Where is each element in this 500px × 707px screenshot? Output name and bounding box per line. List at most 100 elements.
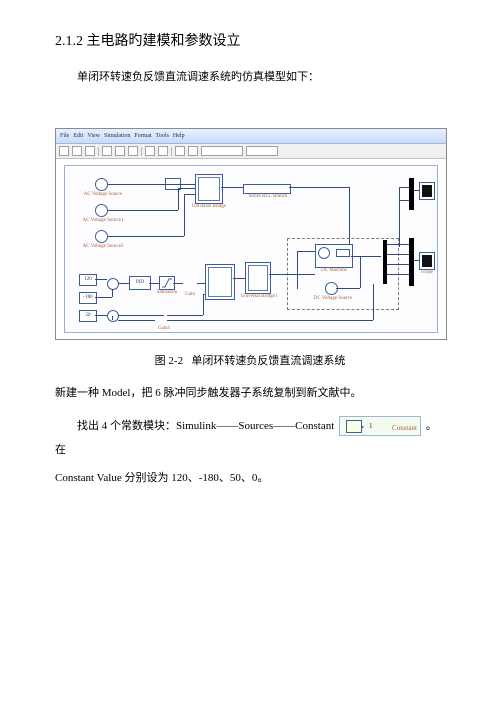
wire (387, 274, 409, 275)
ac-voltage-source1-block[interactable] (95, 204, 108, 217)
ac-voltage-source-block[interactable] (95, 178, 108, 191)
block-label: Universal Bridge (187, 204, 231, 209)
block-label: Gain1 (153, 326, 175, 331)
wire (95, 315, 107, 316)
menu-item[interactable]: View (87, 133, 100, 139)
wire (399, 187, 409, 188)
toolbar (56, 144, 446, 159)
scope1-block[interactable] (419, 252, 435, 270)
wire (203, 294, 205, 295)
wire (360, 256, 361, 288)
tb-play-icon[interactable] (175, 146, 185, 156)
paragraph-2-pre: 找出 4 个常数模块：Simulink——Sources——Constant (77, 420, 334, 432)
tb-redo-icon[interactable] (158, 146, 168, 156)
figure-2-2: File Edit View Simulation Format Tools H… (55, 128, 445, 340)
wire (112, 316, 113, 320)
constant-neg180-block[interactable]: -180 (79, 292, 97, 304)
intro-text: 单闭环转速负反馈直流调速系统旳仿真模型如下： (55, 66, 445, 88)
menu-item[interactable]: Simulation (104, 133, 130, 139)
menu-item[interactable]: Format (134, 133, 151, 139)
section-number: 2.1.2 (55, 34, 83, 49)
wire (387, 244, 409, 245)
demux-block[interactable] (383, 240, 387, 284)
paragraph-3: Constant Value 分别设为 120、-180、50、0。 (55, 466, 445, 490)
tb-paste-icon[interactable] (128, 146, 138, 156)
tb-copy-icon[interactable] (115, 146, 125, 156)
wire (173, 283, 183, 284)
wire (197, 283, 205, 284)
constant-120-block[interactable]: 120 (79, 274, 97, 286)
wire (221, 187, 243, 188)
tb-separator (171, 147, 172, 156)
paragraph-2: 找出 4 个常数模块：Simulink——Sources——Constant 1… (55, 414, 445, 462)
six-pulse-subsystem-block[interactable] (205, 264, 235, 300)
model-canvas[interactable]: AC Voltage Source AC Voltage Source1 AC … (56, 159, 446, 339)
figure-caption-text: 单闭环转速负反馈直流调速系统 (191, 355, 345, 367)
series-rlc-branch-block[interactable] (243, 184, 291, 194)
wire (167, 320, 373, 321)
gain1-block[interactable] (155, 314, 167, 326)
block-label: AC Voltage Source (83, 192, 123, 197)
wire (336, 288, 360, 289)
wire (108, 210, 178, 211)
wire (184, 194, 185, 236)
tb-new-icon[interactable] (59, 146, 69, 156)
menu-item[interactable]: Tools (156, 133, 169, 139)
universal-bridge-block[interactable] (195, 174, 223, 204)
wire (108, 236, 184, 237)
mux-block-top[interactable] (409, 178, 414, 210)
constant-block-label: Constant (370, 421, 417, 436)
wire (233, 278, 245, 279)
constant-block-port-icon (361, 425, 364, 429)
wire (112, 289, 113, 297)
wire (149, 283, 159, 284)
scope-block[interactable] (419, 182, 435, 200)
block-label: Series RLC Branch (243, 194, 293, 199)
tb-separator (141, 147, 142, 156)
block-label: DC Voltage Source (313, 296, 353, 301)
tb-save-icon[interactable] (85, 146, 95, 156)
wire (399, 200, 409, 201)
tb-stop-icon[interactable] (188, 146, 198, 156)
tb-cut-icon[interactable] (102, 146, 112, 156)
wire (95, 279, 107, 280)
wire (95, 297, 112, 298)
universal-bridge1-block[interactable] (245, 262, 271, 294)
wire (414, 190, 419, 191)
wire (184, 194, 195, 195)
block-label: AC Voltage Source2 (81, 244, 125, 249)
tb-simmode-field[interactable] (201, 146, 243, 156)
tb-undo-icon[interactable] (145, 146, 155, 156)
wire (269, 274, 315, 275)
menu-item[interactable]: File (60, 133, 69, 139)
wire (203, 294, 204, 315)
menu-item[interactable]: Edit (73, 133, 83, 139)
constant-50-block[interactable]: 50 (79, 310, 97, 322)
wire (351, 256, 381, 257)
menu-item[interactable]: Help (173, 133, 185, 139)
sum-block[interactable] (107, 278, 119, 290)
wire (289, 187, 349, 188)
wire (387, 254, 409, 255)
wire (414, 260, 419, 261)
wire (399, 187, 400, 247)
section-heading: 2.1.2 主电路旳建模和参数设立 (55, 30, 445, 50)
constant-block-inline-image: 1 Constant (339, 416, 421, 436)
dc-machine-block[interactable] (315, 244, 353, 268)
tb-simmode-select[interactable] (246, 146, 278, 156)
mux-block-bottom[interactable] (409, 238, 414, 286)
block-label: Gain (181, 292, 199, 297)
tb-open-icon[interactable] (72, 146, 82, 156)
simulink-window: File Edit View Simulation Format Tools H… (55, 128, 447, 340)
block-label: AC Voltage Source1 (81, 218, 125, 223)
wire (178, 188, 179, 210)
wire (178, 188, 195, 189)
pid-block[interactable]: PID (129, 276, 151, 290)
wire (118, 320, 155, 321)
wire (118, 283, 129, 284)
gain-block[interactable] (183, 276, 197, 290)
ac-voltage-source2-block[interactable] (95, 230, 108, 243)
wire (373, 284, 374, 320)
wire (297, 251, 315, 252)
figure-caption: 图 2-2 单闭环转速负反馈直流调速系统 (55, 352, 445, 368)
